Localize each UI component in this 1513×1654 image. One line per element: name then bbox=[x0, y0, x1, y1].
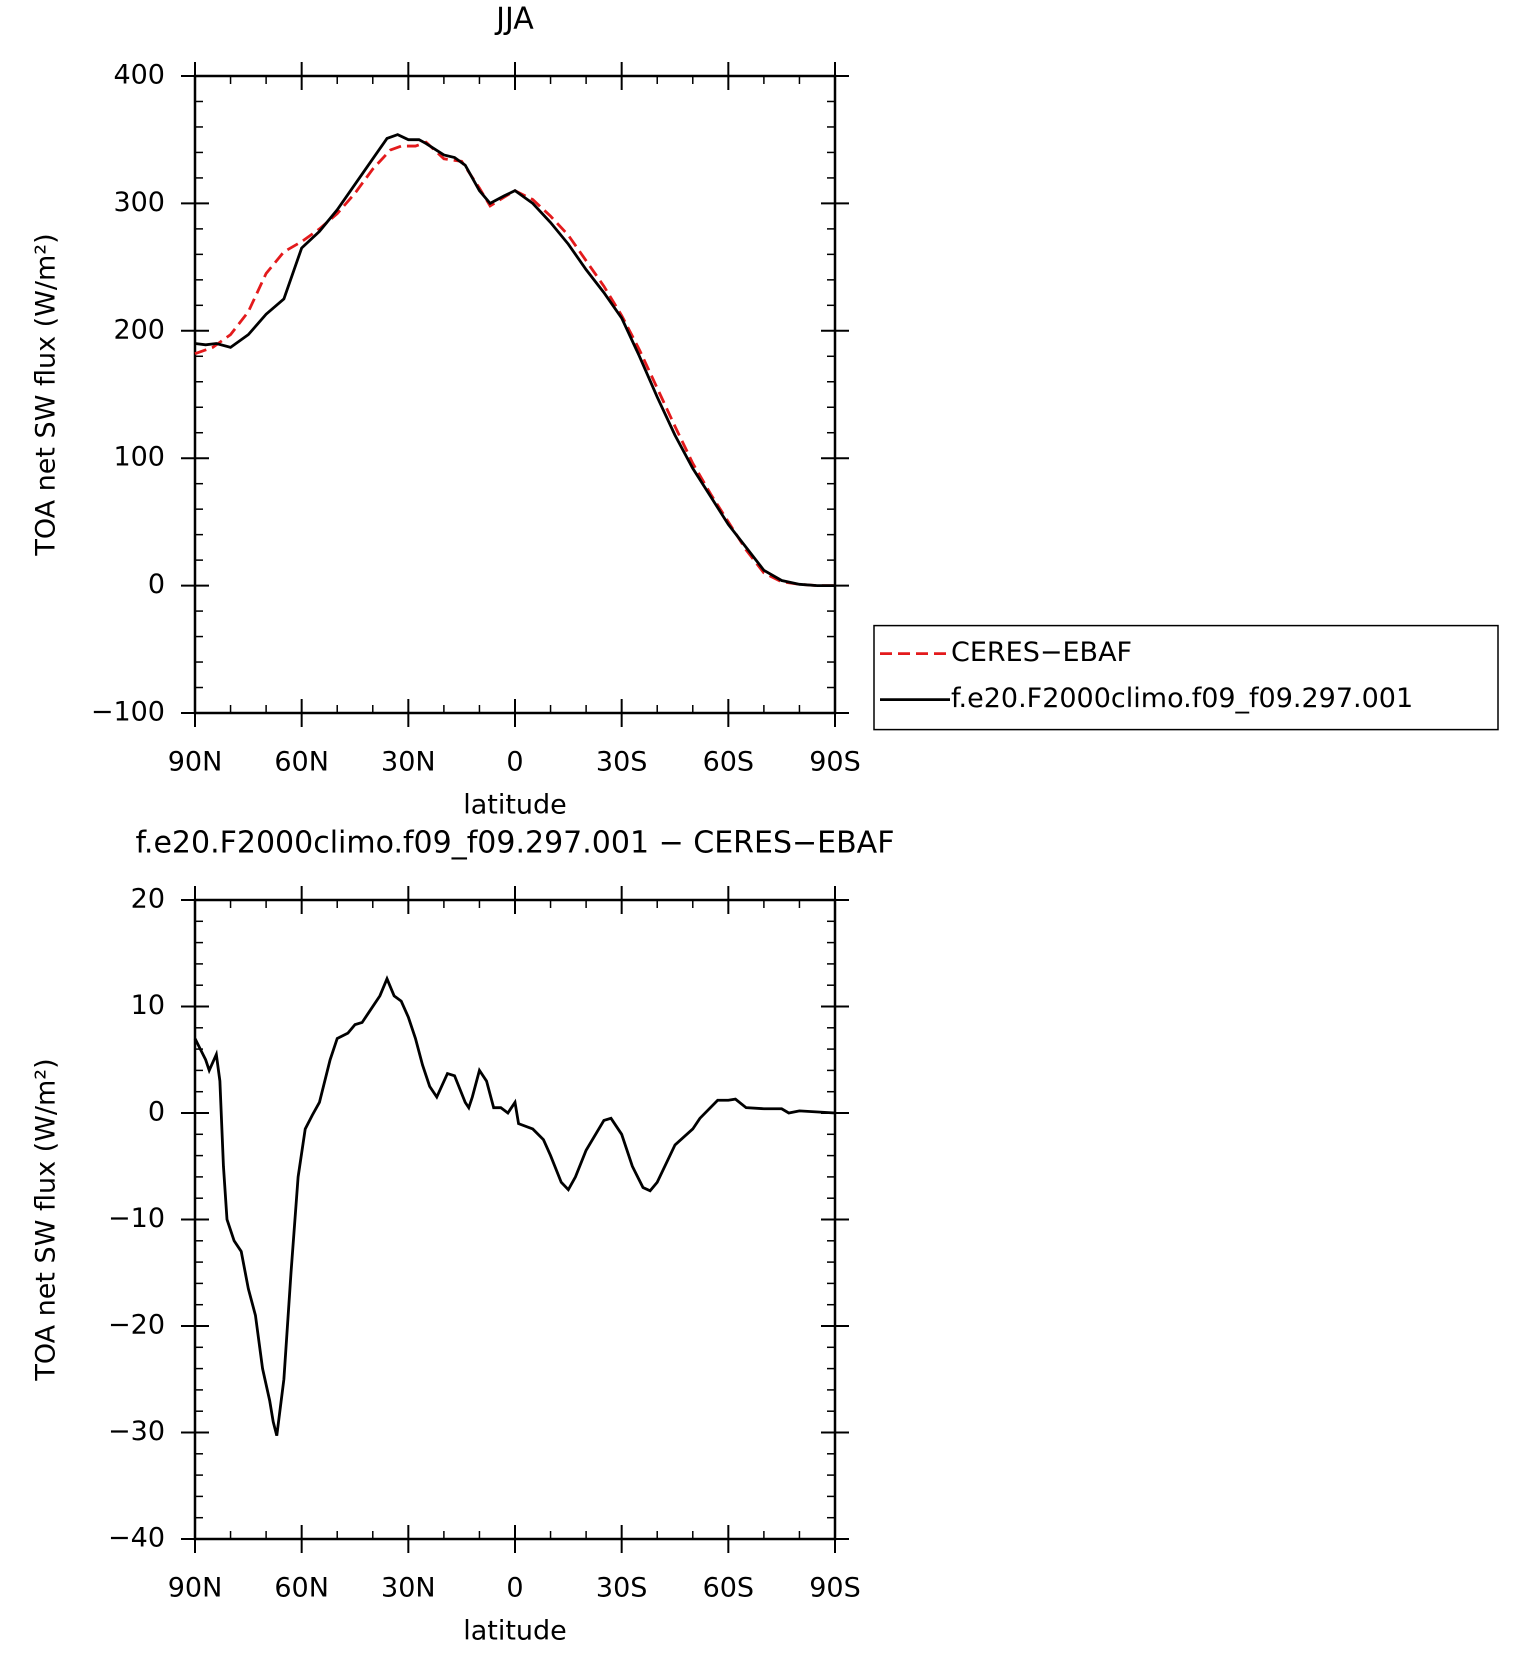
y-tick-label: 100 bbox=[113, 442, 165, 473]
x-tick-label: 60S bbox=[703, 747, 755, 778]
x-tick-label: 60N bbox=[274, 1573, 329, 1604]
y-axis-label: TOA net SW flux (W/m²) bbox=[31, 233, 62, 556]
y-tick-label: −20 bbox=[108, 1310, 165, 1341]
x-tick-label: 0 bbox=[506, 747, 523, 778]
data-line bbox=[193, 975, 836, 1437]
x-tick-label: 60N bbox=[274, 747, 329, 778]
legend-box bbox=[873, 624, 1499, 731]
legend-label: f.e20.F2000climo.f09_f09.297.001 bbox=[951, 683, 1413, 714]
x-tick-label: 90S bbox=[809, 747, 861, 778]
plot-frame bbox=[193, 74, 837, 715]
y-tick-label: 0 bbox=[148, 1097, 165, 1128]
x-tick-label: 30N bbox=[381, 1573, 436, 1604]
x-tick-label: 30S bbox=[596, 747, 648, 778]
x-tick-label: 90N bbox=[168, 1573, 223, 1604]
x-tick-label: 90N bbox=[168, 747, 223, 778]
y-tick-label: −40 bbox=[108, 1523, 165, 1554]
x-tick-label: 60S bbox=[703, 1573, 755, 1604]
chart-title: JJA bbox=[494, 2, 534, 37]
x-tick-label: 30N bbox=[381, 747, 436, 778]
y-tick-label: −100 bbox=[91, 697, 165, 728]
legend-label: CERES−EBAF bbox=[951, 637, 1132, 668]
y-tick-label: 0 bbox=[148, 569, 165, 600]
y-tick-label: 200 bbox=[113, 314, 165, 345]
x-tick-label: 30S bbox=[596, 1573, 648, 1604]
y-tick-label: 300 bbox=[113, 187, 165, 218]
data-line bbox=[194, 133, 835, 587]
x-tick-label: 90S bbox=[809, 1573, 861, 1604]
chart-title: f.e20.F2000climo.f09_f09.297.001 − CERES… bbox=[136, 826, 895, 861]
plot-frame bbox=[193, 898, 837, 1541]
y-tick-label: 20 bbox=[131, 884, 165, 915]
x-axis-label: latitude bbox=[463, 1616, 567, 1647]
x-axis-label: latitude bbox=[463, 790, 567, 821]
y-tick-label: 400 bbox=[113, 60, 165, 91]
y-axis-label: TOA net SW flux (W/m²) bbox=[31, 1058, 62, 1381]
y-tick-label: −30 bbox=[108, 1416, 165, 1447]
y-tick-label: −10 bbox=[108, 1203, 165, 1234]
data-line bbox=[194, 140, 835, 587]
y-tick-label: 10 bbox=[131, 990, 165, 1021]
x-tick-label: 0 bbox=[506, 1573, 523, 1604]
